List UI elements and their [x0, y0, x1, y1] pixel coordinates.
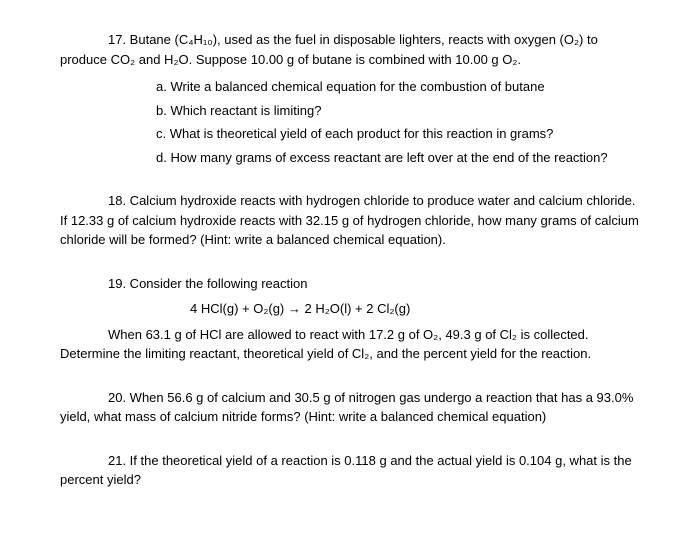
- q17-d: d. How many grams of excess reactant are…: [156, 148, 640, 168]
- question-21: 21. If the theoretical yield of a reacti…: [60, 451, 640, 490]
- q18-text: 18. Calcium hydroxide reacts with hydrog…: [60, 191, 640, 250]
- q17-b: b. Which reactant is limiting?: [156, 101, 640, 121]
- q17-c: c. What is theoretical yield of each pro…: [156, 124, 640, 144]
- q20-text: 20. When 56.6 g of calcium and 30.5 g of…: [60, 388, 640, 427]
- q19-equation: 4 HCl(g) + O₂(g) → 2 H₂O(l) + 2 Cl₂(g): [190, 299, 640, 319]
- q17-subitems: a. Write a balanced chemical equation fo…: [156, 77, 640, 167]
- q17-a: a. Write a balanced chemical equation fo…: [156, 77, 640, 97]
- q19-intro: 19. Consider the following reaction: [60, 274, 640, 294]
- question-20: 20. When 56.6 g of calcium and 30.5 g of…: [60, 388, 640, 427]
- question-17: 17. Butane (C₄H₁₀), used as the fuel in …: [60, 30, 640, 167]
- question-18: 18. Calcium hydroxide reacts with hydrog…: [60, 191, 640, 250]
- q19-body: When 63.1 g of HCl are allowed to react …: [60, 325, 640, 364]
- question-19: 19. Consider the following reaction 4 HC…: [60, 274, 640, 364]
- q21-text: 21. If the theoretical yield of a reacti…: [60, 451, 640, 490]
- q17-intro: 17. Butane (C₄H₁₀), used as the fuel in …: [60, 30, 640, 69]
